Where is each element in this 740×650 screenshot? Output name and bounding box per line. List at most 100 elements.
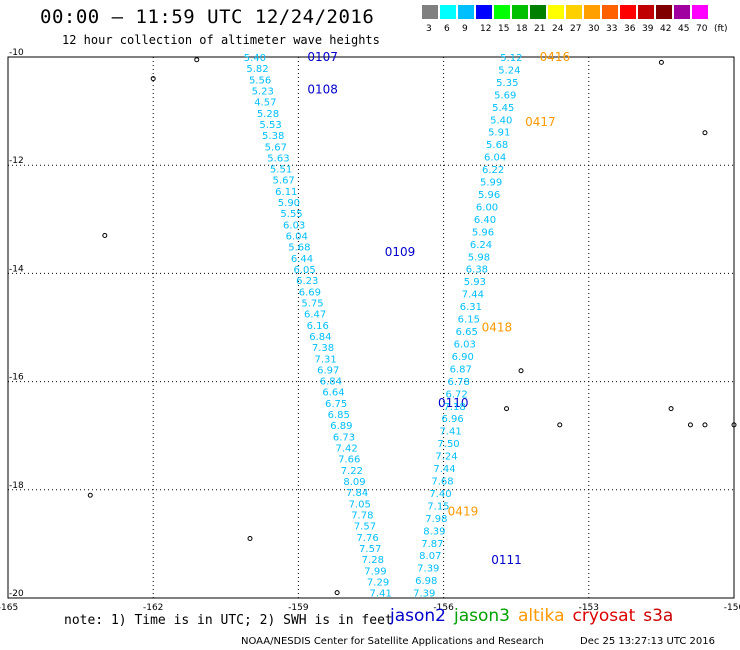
wave-height-label: 6.72 [446, 389, 468, 400]
wave-height-label: 5.93 [464, 277, 486, 288]
wave-height-label: 5.23 [252, 86, 274, 97]
pass-time-label: 0111 [491, 553, 522, 567]
wave-height-label: 7.31 [314, 354, 336, 365]
wave-height-label: 5.63 [267, 153, 289, 164]
wave-height-label: 8.09 [343, 477, 365, 488]
wave-height-label: 5.40 [244, 53, 266, 64]
scale-swatch [656, 5, 672, 19]
wave-height-label: 6.16 [307, 321, 329, 332]
scale-swatch [458, 5, 474, 19]
wave-height-label: 7.39 [417, 564, 439, 575]
island-outline [150, 76, 156, 82]
pass-time-label: 0419 [448, 504, 479, 518]
scale-label: 9 [462, 24, 468, 34]
wave-height-label: 7.15 [427, 501, 449, 512]
pass-time-label: 0107 [307, 50, 338, 64]
wave-height-label: 7.40 [429, 489, 451, 500]
island-outline [334, 590, 340, 596]
scale-label: 6 [444, 24, 450, 34]
x-tick-label: -165 [0, 603, 18, 613]
wave-height-label: 6.78 [448, 377, 470, 388]
footer-credit: NOAA/NESDIS Center for Satellite Applica… [241, 636, 544, 647]
wave-height-label: 5.56 [249, 75, 271, 86]
wave-height-label: 6.40 [474, 215, 496, 226]
wave-height-label: 5.40 [490, 115, 512, 126]
wave-height-label: 7.87 [421, 539, 443, 550]
wave-height-label: 6.84 [309, 332, 331, 343]
wave-height-label: 7.24 [435, 452, 457, 463]
wave-height-label: 5.38 [262, 131, 284, 142]
wave-height-label: 6.31 [460, 302, 482, 313]
x-tick-label: -162 [143, 603, 163, 613]
wave-height-label: 7.28 [362, 555, 384, 566]
pass-time-label: 0416 [540, 50, 571, 64]
legend-entry-s3a: s3a [643, 606, 674, 626]
wave-height-label: 7.76 [356, 533, 378, 544]
wave-height-label: 5.45 [492, 103, 514, 114]
wave-height-label: 5.91 [488, 128, 510, 139]
wave-height-label: 5.98 [468, 252, 490, 263]
satellite-legend: jason2 jason3 altika cryosat s3a [390, 606, 681, 626]
wave-height-label: 6.96 [441, 414, 463, 425]
wave-height-label: 7.57 [354, 522, 376, 533]
chart-title: 00:00 – 11:59 UTC 12/24/2016 [40, 6, 375, 28]
scale-label: 27 [570, 24, 582, 34]
wave-height-label: 5.67 [273, 176, 295, 187]
wave-height-label: 5.51 [270, 165, 292, 176]
wave-height-label: 7.57 [359, 544, 381, 555]
wave-height-label: 7.99 [364, 566, 386, 577]
y-tick-label: -16 [9, 373, 24, 383]
wave-height-label: 7.50 [437, 439, 459, 450]
pass-time-label: 0109 [385, 245, 416, 259]
wave-height-label: 5.82 [246, 64, 268, 75]
scale-label: 33 [606, 24, 618, 34]
wave-height-label: 7.42 [335, 444, 357, 455]
wave-height-label: 6.75 [325, 399, 347, 410]
island-outline [668, 406, 674, 412]
wave-height-label: 6.47 [304, 310, 326, 321]
wave-height-label: 7.84 [346, 488, 368, 499]
island-outline [702, 422, 708, 428]
wave-height-label: 8.07 [419, 551, 441, 562]
wave-height-label: 6.64 [322, 388, 344, 399]
wave-height-label: 6.84 [320, 377, 342, 388]
wave-height-label: 6.11 [275, 187, 297, 198]
wave-height-label: 6.24 [470, 240, 492, 251]
island-outline [102, 233, 108, 239]
wave-height-label: 7.39 [413, 589, 435, 600]
island-outline [247, 535, 253, 541]
wave-height-label: 5.68 [288, 243, 310, 254]
wave-height-label: 5.28 [257, 109, 279, 120]
scale-swatch [566, 5, 582, 19]
scale-swatch [710, 5, 726, 19]
wave-height-label: 5.90 [278, 198, 300, 209]
wave-height-label: 6.03 [454, 339, 476, 350]
scale-label: 42 [660, 24, 672, 34]
legend-entry-jason2: jason2 [390, 606, 446, 626]
wave-height-label: 6.98 [415, 576, 437, 587]
pass-time-label: 0110 [438, 396, 469, 410]
island-outline [687, 422, 693, 428]
scale-swatch [512, 5, 528, 19]
footer-note: note: 1) Time is in UTC; 2) SWH is in fe… [64, 613, 393, 628]
wave-height-label: 6.23 [296, 276, 318, 287]
island-outline [731, 422, 737, 428]
y-tick-label: -20 [9, 589, 24, 599]
scale-label: 3 [426, 24, 432, 34]
wave-height-label: 6.87 [450, 364, 472, 375]
x-tick-label: -156 [433, 603, 454, 613]
wave-height-label: 6.03 [283, 220, 305, 231]
scale-label: 21 [534, 24, 546, 34]
y-tick-label: -10 [9, 48, 24, 58]
x-tick-label: -150 [724, 603, 740, 613]
footer-timestamp: Dec 25 13:27:13 UTC 2016 [580, 636, 715, 647]
scale-swatch [476, 5, 492, 19]
scale-swatch [584, 5, 600, 19]
y-tick-label: -12 [9, 156, 24, 166]
wave-height-label: 5.55 [280, 209, 302, 220]
x-tick-label: -159 [288, 603, 309, 613]
x-tick-label: -153 [579, 603, 599, 613]
wave-height-label: 6.44 [291, 254, 313, 265]
wave-height-label: 5.24 [498, 65, 520, 76]
